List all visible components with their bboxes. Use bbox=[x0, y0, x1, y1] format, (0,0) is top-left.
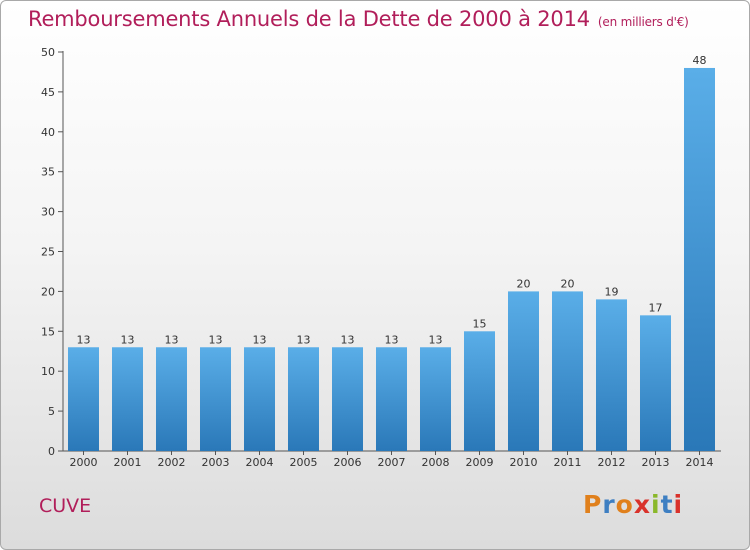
data-label: 13 bbox=[297, 333, 311, 346]
bar bbox=[112, 347, 143, 451]
bar bbox=[332, 347, 363, 451]
bar bbox=[244, 347, 275, 451]
y-tick-label: 45 bbox=[41, 86, 55, 99]
x-tick-label: 2003 bbox=[202, 456, 230, 469]
x-tick-label: 2008 bbox=[422, 456, 450, 469]
x-tick-label: 2006 bbox=[334, 456, 362, 469]
bar bbox=[552, 291, 583, 451]
bar bbox=[288, 347, 319, 451]
x-tick-label: 2011 bbox=[554, 456, 582, 469]
y-tick-label: 20 bbox=[41, 285, 55, 298]
chart-title: Remboursements Annuels de la Dette de 20… bbox=[28, 7, 689, 31]
chart-x-tick-labels: 2000 2001 2002 2003 2004 2005 2006 2007 2008 2009… bbox=[70, 456, 714, 469]
logo-letter: r bbox=[602, 490, 616, 519]
data-label: 20 bbox=[561, 277, 575, 290]
chart-subtitle: (en milliers d'€) bbox=[597, 15, 689, 29]
data-label: 19 bbox=[605, 285, 619, 298]
y-tick-label: 10 bbox=[41, 365, 55, 378]
logo-letter: o bbox=[615, 490, 634, 519]
data-label: 13 bbox=[253, 333, 267, 346]
logo-letter: i bbox=[651, 490, 661, 519]
x-tick-label: 2010 bbox=[510, 456, 538, 469]
data-label: 20 bbox=[517, 277, 531, 290]
y-tick-label: 15 bbox=[41, 325, 55, 338]
bar bbox=[596, 299, 627, 451]
x-tick-label: 2001 bbox=[114, 456, 142, 469]
logo-letter: P bbox=[583, 490, 603, 519]
y-tick-label: 50 bbox=[41, 46, 55, 59]
bar bbox=[376, 347, 407, 451]
y-tick-label: 40 bbox=[41, 126, 55, 139]
y-tick-label: 25 bbox=[41, 246, 55, 259]
y-tick-label: 5 bbox=[48, 405, 55, 418]
data-label: 13 bbox=[121, 333, 135, 346]
x-tick-label: 2013 bbox=[642, 456, 670, 469]
data-label: 13 bbox=[385, 333, 399, 346]
x-tick-label: 2000 bbox=[70, 456, 98, 469]
chart-y-tick-labels: 0 5 10 15 20 25 30 35 40 45 50 bbox=[41, 46, 55, 458]
logo-letter: i bbox=[673, 490, 684, 519]
data-label: 13 bbox=[209, 333, 223, 346]
bar bbox=[156, 347, 187, 451]
y-tick-label: 35 bbox=[41, 166, 55, 179]
x-tick-label: 2004 bbox=[246, 456, 274, 469]
x-tick-label: 2005 bbox=[290, 456, 318, 469]
x-tick-label: 2002 bbox=[158, 456, 186, 469]
bar bbox=[420, 347, 451, 451]
chart-bars bbox=[68, 67, 715, 452]
chart-data-labels: 13 13 13 13 13 13 13 13 13 15 20 20 19 17 48 bbox=[77, 54, 707, 346]
logo-letter: t bbox=[660, 490, 674, 519]
x-tick-label: 2007 bbox=[378, 456, 406, 469]
x-tick-label: 2009 bbox=[466, 456, 494, 469]
data-label: 13 bbox=[429, 333, 443, 346]
bar bbox=[200, 347, 231, 451]
bar bbox=[508, 291, 539, 451]
data-label: 13 bbox=[77, 333, 91, 346]
data-label: 48 bbox=[693, 54, 707, 67]
commune-name: CUVE bbox=[39, 495, 92, 517]
y-tick-label: 0 bbox=[48, 445, 55, 458]
bar bbox=[464, 331, 495, 451]
proxiti-logo: Proxiti bbox=[583, 490, 683, 519]
data-label: 15 bbox=[473, 317, 487, 330]
data-label: 13 bbox=[341, 333, 355, 346]
chart-title-text: Remboursements Annuels de la Dette de 20… bbox=[28, 7, 590, 31]
bar bbox=[68, 347, 99, 451]
logo-letter: x bbox=[633, 490, 651, 519]
data-label: 13 bbox=[165, 333, 179, 346]
x-tick-label: 2014 bbox=[686, 456, 714, 469]
x-tick-label: 2012 bbox=[598, 456, 626, 469]
bar bbox=[640, 315, 671, 451]
y-tick-label: 30 bbox=[41, 206, 55, 219]
bar bbox=[684, 67, 715, 452]
data-label: 17 bbox=[649, 301, 663, 314]
